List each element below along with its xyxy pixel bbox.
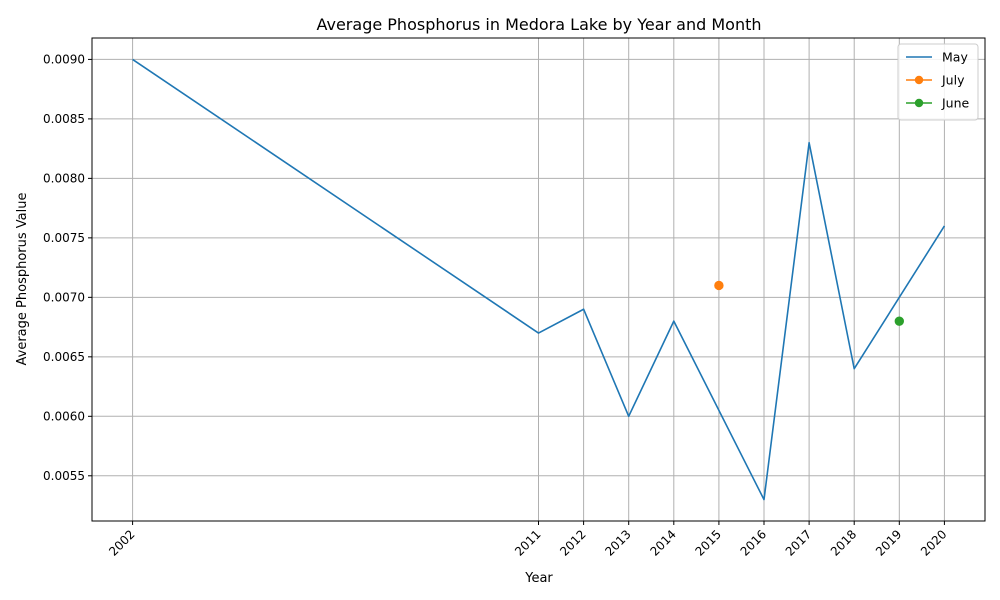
data-point-june [894,316,905,326]
legend: May July June [897,43,979,121]
legend-label-june: June [941,96,970,111]
x-tick-label: 2019 [873,527,904,558]
legend-marker-june [914,98,924,108]
x-tick-label: 2013 [602,527,633,558]
legend-label-may: May [942,50,968,65]
x-tick-label: 2015 [693,527,724,558]
series-line-may [132,58,946,501]
y-tick-label: 0.0080 [43,171,85,185]
x-tick-label: 2011 [512,527,543,558]
chart-title: Average Phosphorus in Medora Lake by Yea… [316,15,761,34]
legend-marker-july [914,75,924,85]
x-tick-label: 2020 [918,527,949,558]
y-tick-label: 0.0060 [43,409,85,423]
y-tick-label: 0.0085 [43,112,85,126]
x-tick-label: 2002 [106,527,137,558]
x-axis-ticks: 2002 2011 2012 2013 2014 2015 2016 2017 2018 2019… [106,521,950,559]
y-tick-label: 0.0065 [43,350,85,364]
x-tick-label: 2014 [647,527,678,558]
y-tick-label: 0.0075 [43,231,85,245]
y-tick-label: 0.0090 [43,52,85,66]
x-tick-label: 2016 [738,527,769,558]
x-tick-label: 2018 [828,527,859,558]
y-axis-label: Average Phosphorus Value [15,193,30,366]
x-axis-label: Year [524,571,553,586]
grid [92,38,985,521]
x-tick-label: 2012 [557,527,588,558]
legend-label-july: July [941,73,965,88]
y-tick-label: 0.0070 [43,290,85,304]
x-tick-label: 2017 [783,527,814,558]
data-point-july [714,280,724,291]
series-layer [132,58,946,501]
y-tick-label: 0.0055 [43,469,85,483]
y-axis-ticks: 0.0055 0.0060 0.0065 0.0070 0.0075 0.0080 0.00… [43,52,92,483]
